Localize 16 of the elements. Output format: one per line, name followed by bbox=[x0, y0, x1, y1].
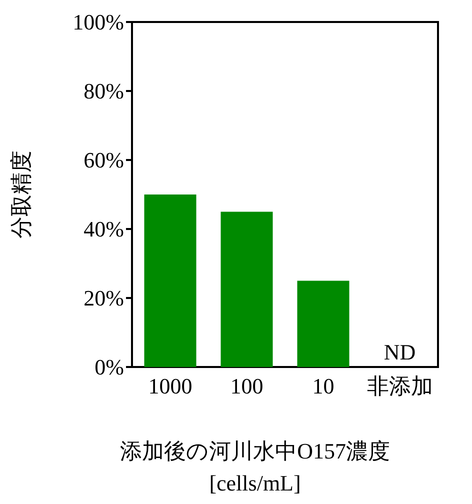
bar bbox=[144, 194, 196, 367]
x-tick-label: 1000 bbox=[148, 374, 192, 398]
y-axis-title: 分取精度 bbox=[8, 150, 34, 238]
bar bbox=[297, 280, 350, 367]
y-tick-label: 100% bbox=[72, 10, 124, 34]
y-tick-label: 20% bbox=[84, 286, 124, 310]
x-axis-title: 添加後の河川水中O157濃度 [cells/mL] bbox=[120, 438, 390, 496]
annotation: ND bbox=[384, 340, 416, 364]
y-tick-label: 40% bbox=[84, 216, 124, 242]
bar bbox=[220, 212, 273, 367]
x-tick-label: 非添加 bbox=[366, 374, 433, 398]
y-tick-label: 0% bbox=[94, 354, 124, 380]
x-tick-label: 100 bbox=[230, 374, 264, 398]
y-tick-label: 80% bbox=[84, 78, 124, 104]
x-tick-label: 10 bbox=[312, 374, 334, 398]
y-tick-label: 60% bbox=[84, 148, 124, 172]
